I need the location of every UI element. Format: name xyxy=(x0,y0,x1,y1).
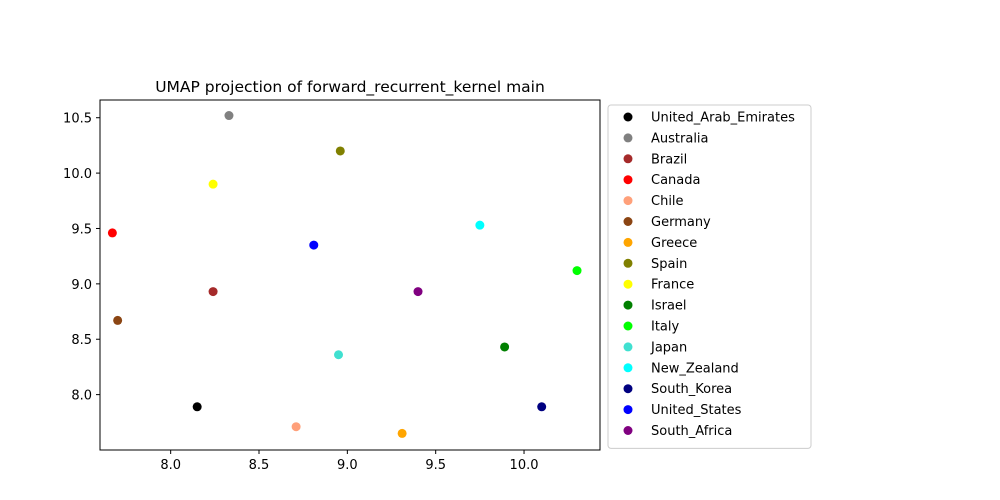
legend-marker xyxy=(623,384,633,394)
data-point xyxy=(208,179,218,189)
legend-marker xyxy=(623,154,633,164)
legend-marker xyxy=(623,196,633,206)
x-tick-label: 8.0 xyxy=(160,458,181,473)
data-point xyxy=(224,111,234,121)
legend-marker xyxy=(623,258,633,268)
legend: United_Arab_Emirates Australia Brazil Canad… xyxy=(607,104,812,449)
legend-label: Greece xyxy=(651,236,697,251)
legend-label: Spain xyxy=(651,257,687,272)
legend-label: Italy xyxy=(651,320,680,335)
legend-marker xyxy=(623,112,633,122)
data-point xyxy=(537,402,547,412)
y-tick-label: 10.0 xyxy=(63,167,92,182)
legend-marker xyxy=(623,300,633,310)
data-point xyxy=(291,422,301,432)
legend-label: Chile xyxy=(651,194,684,209)
legend-label: Israel xyxy=(651,299,687,314)
data-point xyxy=(113,315,123,325)
data-point xyxy=(192,402,202,412)
data-point xyxy=(208,287,218,297)
x-tick-label: 9.5 xyxy=(425,458,446,473)
chart-title: UMAP projection of forward_recurrent_ker… xyxy=(155,78,545,97)
legend-label: New_Zealand xyxy=(651,361,739,376)
data-point xyxy=(107,228,117,238)
x-tick-label: 10.0 xyxy=(510,458,539,473)
legend-label: South_Korea xyxy=(651,382,732,397)
data-point xyxy=(413,287,423,297)
plot-frame xyxy=(99,99,601,451)
x-tick-label: 8.5 xyxy=(249,458,270,473)
legend-marker xyxy=(623,217,633,226)
y-tick-label: 10.5 xyxy=(63,112,92,127)
legend-marker xyxy=(623,405,633,415)
legend-marker xyxy=(623,426,633,435)
legend-label: Australia xyxy=(651,131,709,146)
data-point xyxy=(475,220,485,230)
legend-label: Japan xyxy=(650,340,687,355)
legend-marker xyxy=(623,237,633,247)
legend-marker xyxy=(623,363,633,373)
legend-label: France xyxy=(651,278,694,293)
legend-marker xyxy=(623,279,633,289)
y-tick-label: 8.0 xyxy=(71,389,92,404)
plot-area: 8.0 8.5 9.0 9.5 10.0 8.0 8.5 9.0 9.5 10.0 10.5 xyxy=(63,99,601,473)
y-tick-label: 8.5 xyxy=(71,333,92,348)
legend-marker xyxy=(623,342,633,352)
legend-label: United_Arab_Emirates xyxy=(651,111,795,126)
y-tick-label: 9.0 xyxy=(71,278,92,293)
data-point xyxy=(335,146,345,156)
data-point xyxy=(500,342,510,352)
y-tick-label: 9.5 xyxy=(71,222,92,237)
legend-marker xyxy=(623,175,633,185)
legend-label: South_Africa xyxy=(651,424,732,439)
legend-label: United_States xyxy=(651,403,742,418)
x-tick-label: 9.0 xyxy=(337,458,358,473)
legend-marker xyxy=(623,321,633,331)
data-point xyxy=(309,240,319,250)
data-point xyxy=(334,350,344,360)
data-point xyxy=(572,266,582,276)
legend-box xyxy=(607,104,812,449)
data-point xyxy=(397,428,407,438)
legend-label: Brazil xyxy=(651,152,687,167)
legend-label: Canada xyxy=(651,173,700,188)
legend-label: Germany xyxy=(651,215,711,230)
legend-marker xyxy=(623,133,633,143)
